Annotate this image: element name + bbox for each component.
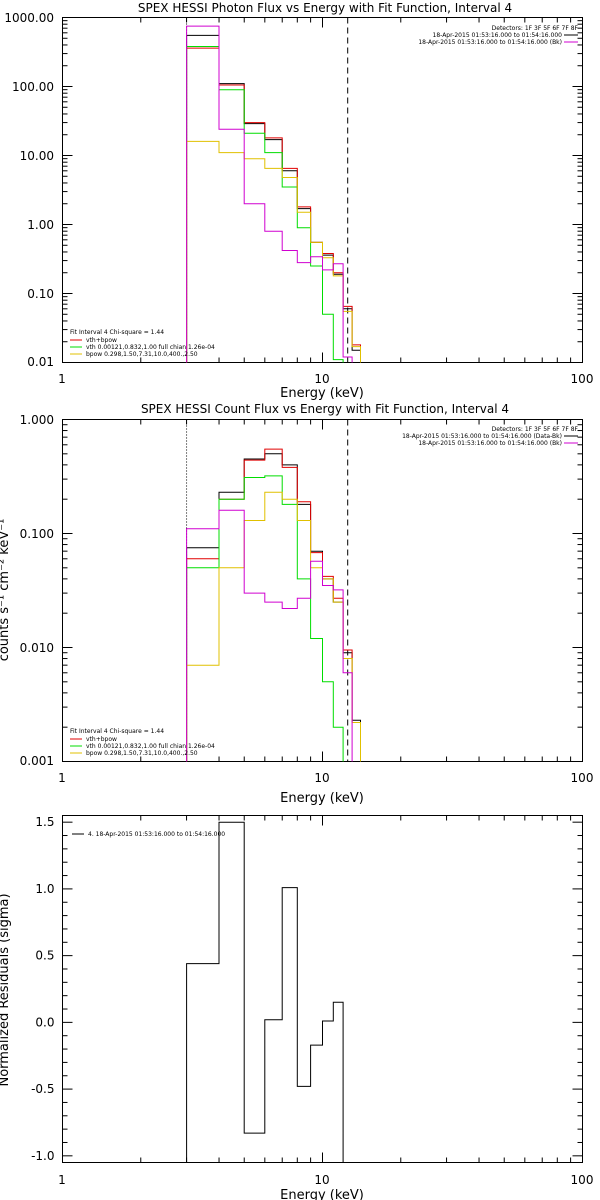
count-legend-detectors: Detectors: 1F 3F 5F 6F 7F 8F [492, 426, 579, 433]
count-series-background-line [186, 509, 353, 762]
photon-series [186, 25, 361, 363]
photon-fit-legend: Fit Interval 4 Chi-square = 1.44 vth+bpo… [70, 329, 215, 358]
count-y-axis-label: counts s⁻¹ cm⁻² keV⁻¹ [0, 519, 12, 662]
residuals-y-tick-label: 1.5 [35, 815, 54, 829]
count-x-tick-label: 1 [58, 771, 66, 785]
photon-x-axis-label: Energy (keV) [280, 386, 364, 401]
residuals-x-axis: 1 10 100 Energy (keV) [58, 815, 594, 1200]
photon-legend: Detectors: 1F 3F 5F 6F 7F 8F 18-Apr-2015… [418, 25, 578, 46]
residuals-panel: 1 10 100 Energy (keV) Normalized Residua… [0, 815, 593, 1200]
residuals-x-axis-label: Energy (keV) [280, 1188, 364, 1200]
residuals-series [186, 821, 344, 1163]
photon-fit-total: vth+bpow [86, 337, 117, 344]
photon-chart-title: SPEX HESSI Photon Flux vs Energy with Fi… [138, 1, 512, 15]
count-y-axis: 1.000 0.100 0.010 0.001 counts s⁻¹ cm⁻² … [0, 413, 583, 768]
photon-fit-title: Fit Interval 4 Chi-square = 1.44 [70, 329, 164, 336]
count-series-bpow-line [186, 491, 361, 762]
residuals-x-tick-label: 100 [571, 1173, 594, 1187]
count-fit-bpow: bpow 0.298,1.50,7.31,10.0,400.,2.50 [86, 750, 198, 757]
photon-x-tick-label: 1 [58, 372, 66, 386]
photon-flux-panel: SPEX HESSI Photon Flux vs Energy with Fi… [4, 1, 593, 401]
photon-series-vth-line [186, 46, 344, 363]
count-x-tick-label: 100 [571, 771, 594, 785]
photon-y-tick-label: 1.00 [27, 218, 54, 232]
count-fit-vth: vth 0.00121,0.832,1.00 full chian 1.26e-… [86, 743, 215, 750]
count-energy-range-markers [186, 419, 349, 762]
residuals-y-axis-label: Normalized Residuals (sigma) [0, 893, 12, 1086]
count-legend-data: 18-Apr-2015 01:53:16.000 to 01:54:16.000… [402, 433, 562, 440]
count-x-tick-label: 10 [314, 771, 329, 785]
photon-series-vth-bpow-line [186, 47, 361, 363]
residuals-series-residuals-line [186, 821, 344, 1163]
count-legend-background: 18-Apr-2015 01:53:16.000 to 01:54:16.000… [418, 440, 562, 447]
count-fit-title: Fit Interval 4 Chi-square = 1.44 [70, 728, 164, 735]
photon-fit-bpow: bpow 0.298,1.50,7.31,10.0,400.,2.50 [86, 351, 198, 358]
count-legend: Detectors: 1F 3F 5F 6F 7F 8F 18-Apr-2015… [402, 426, 578, 447]
photon-y-tick-label: 0.01 [27, 355, 54, 369]
residuals-legend: 4. 18-Apr-2015 01:53:16.000 to 01:54:16.… [72, 831, 225, 838]
count-fit-legend: Fit Interval 4 Chi-square = 1.44 vth+bpo… [70, 728, 215, 757]
residuals-plot-frame [62, 815, 583, 1163]
residuals-y-tick-label: 1.0 [35, 882, 54, 896]
count-series [186, 448, 361, 762]
residuals-y-axis: Normalized Residuals (sigma) [0, 821, 583, 1157]
residuals-x-tick-label: 10 [314, 1173, 329, 1187]
count-chart-title: SPEX HESSI Count Flux vs Energy with Fit… [141, 402, 509, 416]
count-x-axis: 1 10 100 Energy (keV) [58, 419, 594, 806]
count-y-tick-label: 1.000 [20, 413, 54, 427]
residuals-y-tick-label: -1.0 [31, 1149, 54, 1163]
photon-legend-detectors: Detectors: 1F 3F 5F 6F 7F 8F [492, 25, 579, 32]
count-fit-total: vth+bpow [86, 736, 117, 743]
residuals-y-tick-labels: 1.5 1.0 0.5 0.0 -0.5 -1.0 [31, 815, 54, 1163]
photon-y-tick-label: 10.00 [20, 149, 54, 163]
photon-y-axis: 1000.00 100.00 10.00 1.00 0.10 0.01 [4, 11, 583, 369]
count-y-tick-label: 0.100 [20, 527, 54, 541]
photon-y-tick-label: 0.10 [27, 287, 54, 301]
photon-energy-range-markers [186, 17, 349, 363]
photon-y-tick-label: 100.00 [12, 80, 54, 94]
photon-x-tick-label: 10 [314, 372, 329, 386]
count-y-tick-label: 0.010 [20, 641, 54, 655]
photon-x-axis: 1 10 100 Energy (keV) [58, 17, 594, 401]
count-flux-panel: SPEX HESSI Count Flux vs Energy with Fit… [0, 402, 593, 806]
count-plot-frame [62, 419, 583, 762]
residuals-legend-interval: 4. 18-Apr-2015 01:53:16.000 to 01:54:16.… [88, 831, 225, 838]
photon-fit-vth: vth 0.00121,0.832,1.00 full chian 1.26e-… [86, 344, 215, 351]
photon-x-tick-label: 100 [571, 372, 594, 386]
residuals-y-tick-label: -0.5 [31, 1082, 54, 1096]
residuals-y-tick-label: 0.5 [35, 949, 54, 963]
count-x-axis-label: Energy (keV) [280, 791, 364, 806]
count-series-vth-line [186, 475, 344, 762]
count-y-tick-label: 0.001 [20, 754, 54, 768]
count-series-vth-bpow-line [186, 448, 361, 762]
residuals-x-tick-label: 1 [58, 1173, 66, 1187]
photon-legend-background: 18-Apr-2015 01:53:16.000 to 01:54:16.000… [418, 39, 562, 46]
residuals-y-tick-label: 0.0 [35, 1015, 54, 1029]
photon-y-tick-label: 1000.00 [4, 11, 54, 25]
photon-series-background-line [186, 25, 353, 363]
count-series-data-line [186, 453, 361, 762]
photon-series-bpow-line [186, 140, 361, 363]
photon-legend-data: 18-Apr-2015 01:53:16.000 to 01:54:16.000 [433, 32, 563, 39]
photon-series-data-line [186, 34, 361, 363]
